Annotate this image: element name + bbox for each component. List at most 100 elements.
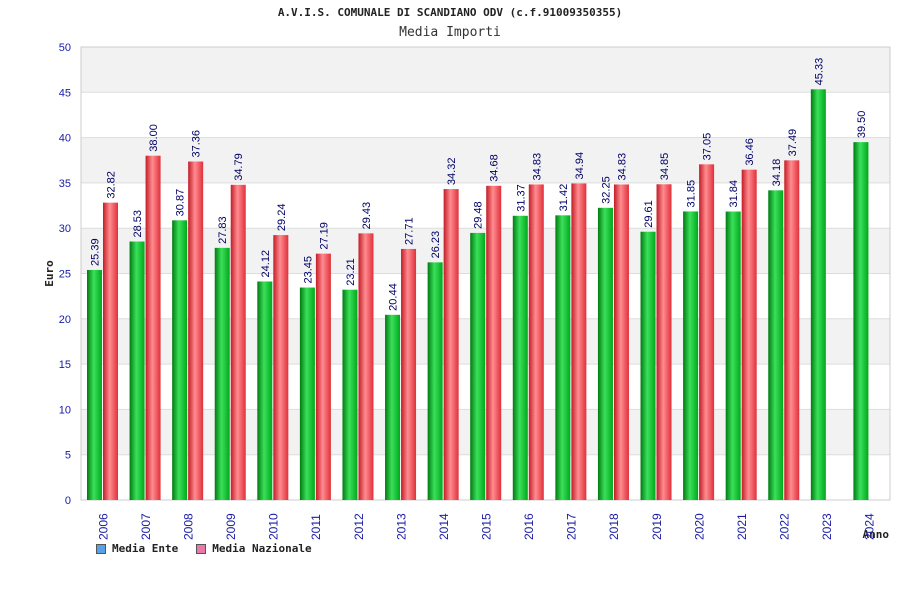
data-label: 34.83 <box>531 153 543 181</box>
data-label: 28.53 <box>132 210 144 238</box>
legend-item-nazionale: Media Nazionale <box>196 542 312 555</box>
data-label: 26.23 <box>430 231 442 259</box>
y-tick-label: 15 <box>59 359 71 371</box>
data-label: 30.87 <box>175 189 187 217</box>
data-label: 34.94 <box>574 152 586 180</box>
bar-ente <box>342 289 358 500</box>
chart-subtitle: Media Importi <box>399 25 501 40</box>
bar-ente <box>853 142 869 500</box>
bar-ente <box>172 220 188 500</box>
data-label: 23.21 <box>345 258 357 286</box>
data-label: 34.79 <box>233 153 245 181</box>
y-axis-label: Euro <box>43 260 56 287</box>
bar-nazionale <box>656 184 672 500</box>
data-label: 36.46 <box>744 138 756 166</box>
x-tick-label: 2024 <box>863 513 877 540</box>
y-tick-label: 20 <box>59 314 71 326</box>
bar-ente <box>385 314 401 500</box>
data-label: 25.39 <box>90 238 102 266</box>
bar-ente <box>257 281 273 500</box>
data-label: 29.48 <box>473 201 485 229</box>
bar-nazionale <box>571 183 587 500</box>
y-tick-label: 0 <box>65 495 71 507</box>
bar-nazionale <box>528 184 544 501</box>
x-tick-label: 2011 <box>309 514 323 540</box>
legend-item-ente: Media Ente <box>96 542 178 555</box>
data-label: 29.61 <box>643 200 655 228</box>
bar-ente <box>810 89 826 500</box>
bar-ente <box>555 215 571 501</box>
bar-ente <box>768 190 784 500</box>
bar-nazionale <box>358 233 374 500</box>
data-label: 31.37 <box>515 184 527 212</box>
x-tick-label: 2010 <box>267 513 281 540</box>
bar-ente <box>683 211 699 500</box>
data-label: 37.49 <box>787 129 799 157</box>
grid-band <box>81 47 890 93</box>
bar-ente <box>299 287 315 500</box>
legend-swatch-nazionale <box>196 543 207 554</box>
data-label: 27.19 <box>318 222 330 250</box>
bar-nazionale <box>784 160 800 500</box>
x-tick-label: 2006 <box>96 513 110 540</box>
x-tick-label: 2014 <box>437 513 451 540</box>
bar-ente <box>214 247 230 500</box>
data-label: 34.85 <box>659 153 671 181</box>
bar-nazionale <box>741 169 757 500</box>
bar-nazionale <box>315 253 331 500</box>
x-tick-label: 2017 <box>565 513 579 540</box>
data-label: 34.68 <box>489 154 501 182</box>
x-tick-label: 2022 <box>778 513 792 540</box>
plot-frame <box>80 46 891 501</box>
bar-nazionale <box>230 184 246 500</box>
data-label: 20.44 <box>388 283 400 311</box>
x-tick-label: 2023 <box>820 513 834 540</box>
data-label: 32.82 <box>106 171 118 199</box>
data-label: 32.25 <box>600 176 612 204</box>
data-label: 38.00 <box>148 124 160 152</box>
x-tick-label: 2009 <box>224 513 238 540</box>
data-label: 31.85 <box>686 180 698 208</box>
legend-swatch-ente <box>96 543 106 554</box>
data-label: 37.05 <box>702 133 714 161</box>
legend-label-ente: Media Ente <box>112 542 179 555</box>
data-label: 31.42 <box>558 184 570 212</box>
x-tick-label: 2018 <box>607 513 621 540</box>
x-tick-label: 2015 <box>480 513 494 540</box>
legend: Media Ente Media Nazionale <box>96 542 312 555</box>
y-tick-label: 25 <box>59 269 71 281</box>
data-label: 29.24 <box>276 204 288 232</box>
data-label: 24.12 <box>260 250 272 278</box>
bar-ente <box>512 215 528 501</box>
data-label: 37.36 <box>191 130 203 158</box>
bar-ente <box>725 211 741 500</box>
y-tick-label: 30 <box>59 223 71 235</box>
y-tick-label: 5 <box>65 450 71 462</box>
x-tick-label: 2007 <box>139 513 153 540</box>
data-label: 34.18 <box>771 159 783 187</box>
bar-nazionale <box>188 161 204 500</box>
bar-nazionale <box>443 189 459 501</box>
bar-ente <box>129 241 145 501</box>
y-tick-label: 35 <box>59 178 71 190</box>
bar-nazionale <box>613 184 629 501</box>
bar-ente <box>427 262 443 500</box>
data-label: 34.32 <box>446 158 458 186</box>
bar-nazionale <box>486 185 502 500</box>
x-tick-label: 2020 <box>692 513 706 540</box>
data-label: 29.43 <box>361 202 373 230</box>
chart-title: A.V.I.S. COMUNALE DI SCANDIANO ODV (c.f.… <box>277 6 623 19</box>
bar-nazionale <box>103 202 118 500</box>
data-label: 27.83 <box>217 216 229 244</box>
bar-ente <box>640 231 656 500</box>
y-tick-label: 40 <box>59 133 71 145</box>
data-label: 34.83 <box>616 153 628 181</box>
bar-nazionale <box>273 235 289 500</box>
x-axis-label: Anno <box>863 528 890 541</box>
y-tick-label: 45 <box>59 87 71 99</box>
bar-nazionale <box>401 248 417 500</box>
data-label: 31.84 <box>728 180 740 208</box>
x-tick-label: 2008 <box>181 513 195 540</box>
bar-nazionale <box>699 164 715 500</box>
